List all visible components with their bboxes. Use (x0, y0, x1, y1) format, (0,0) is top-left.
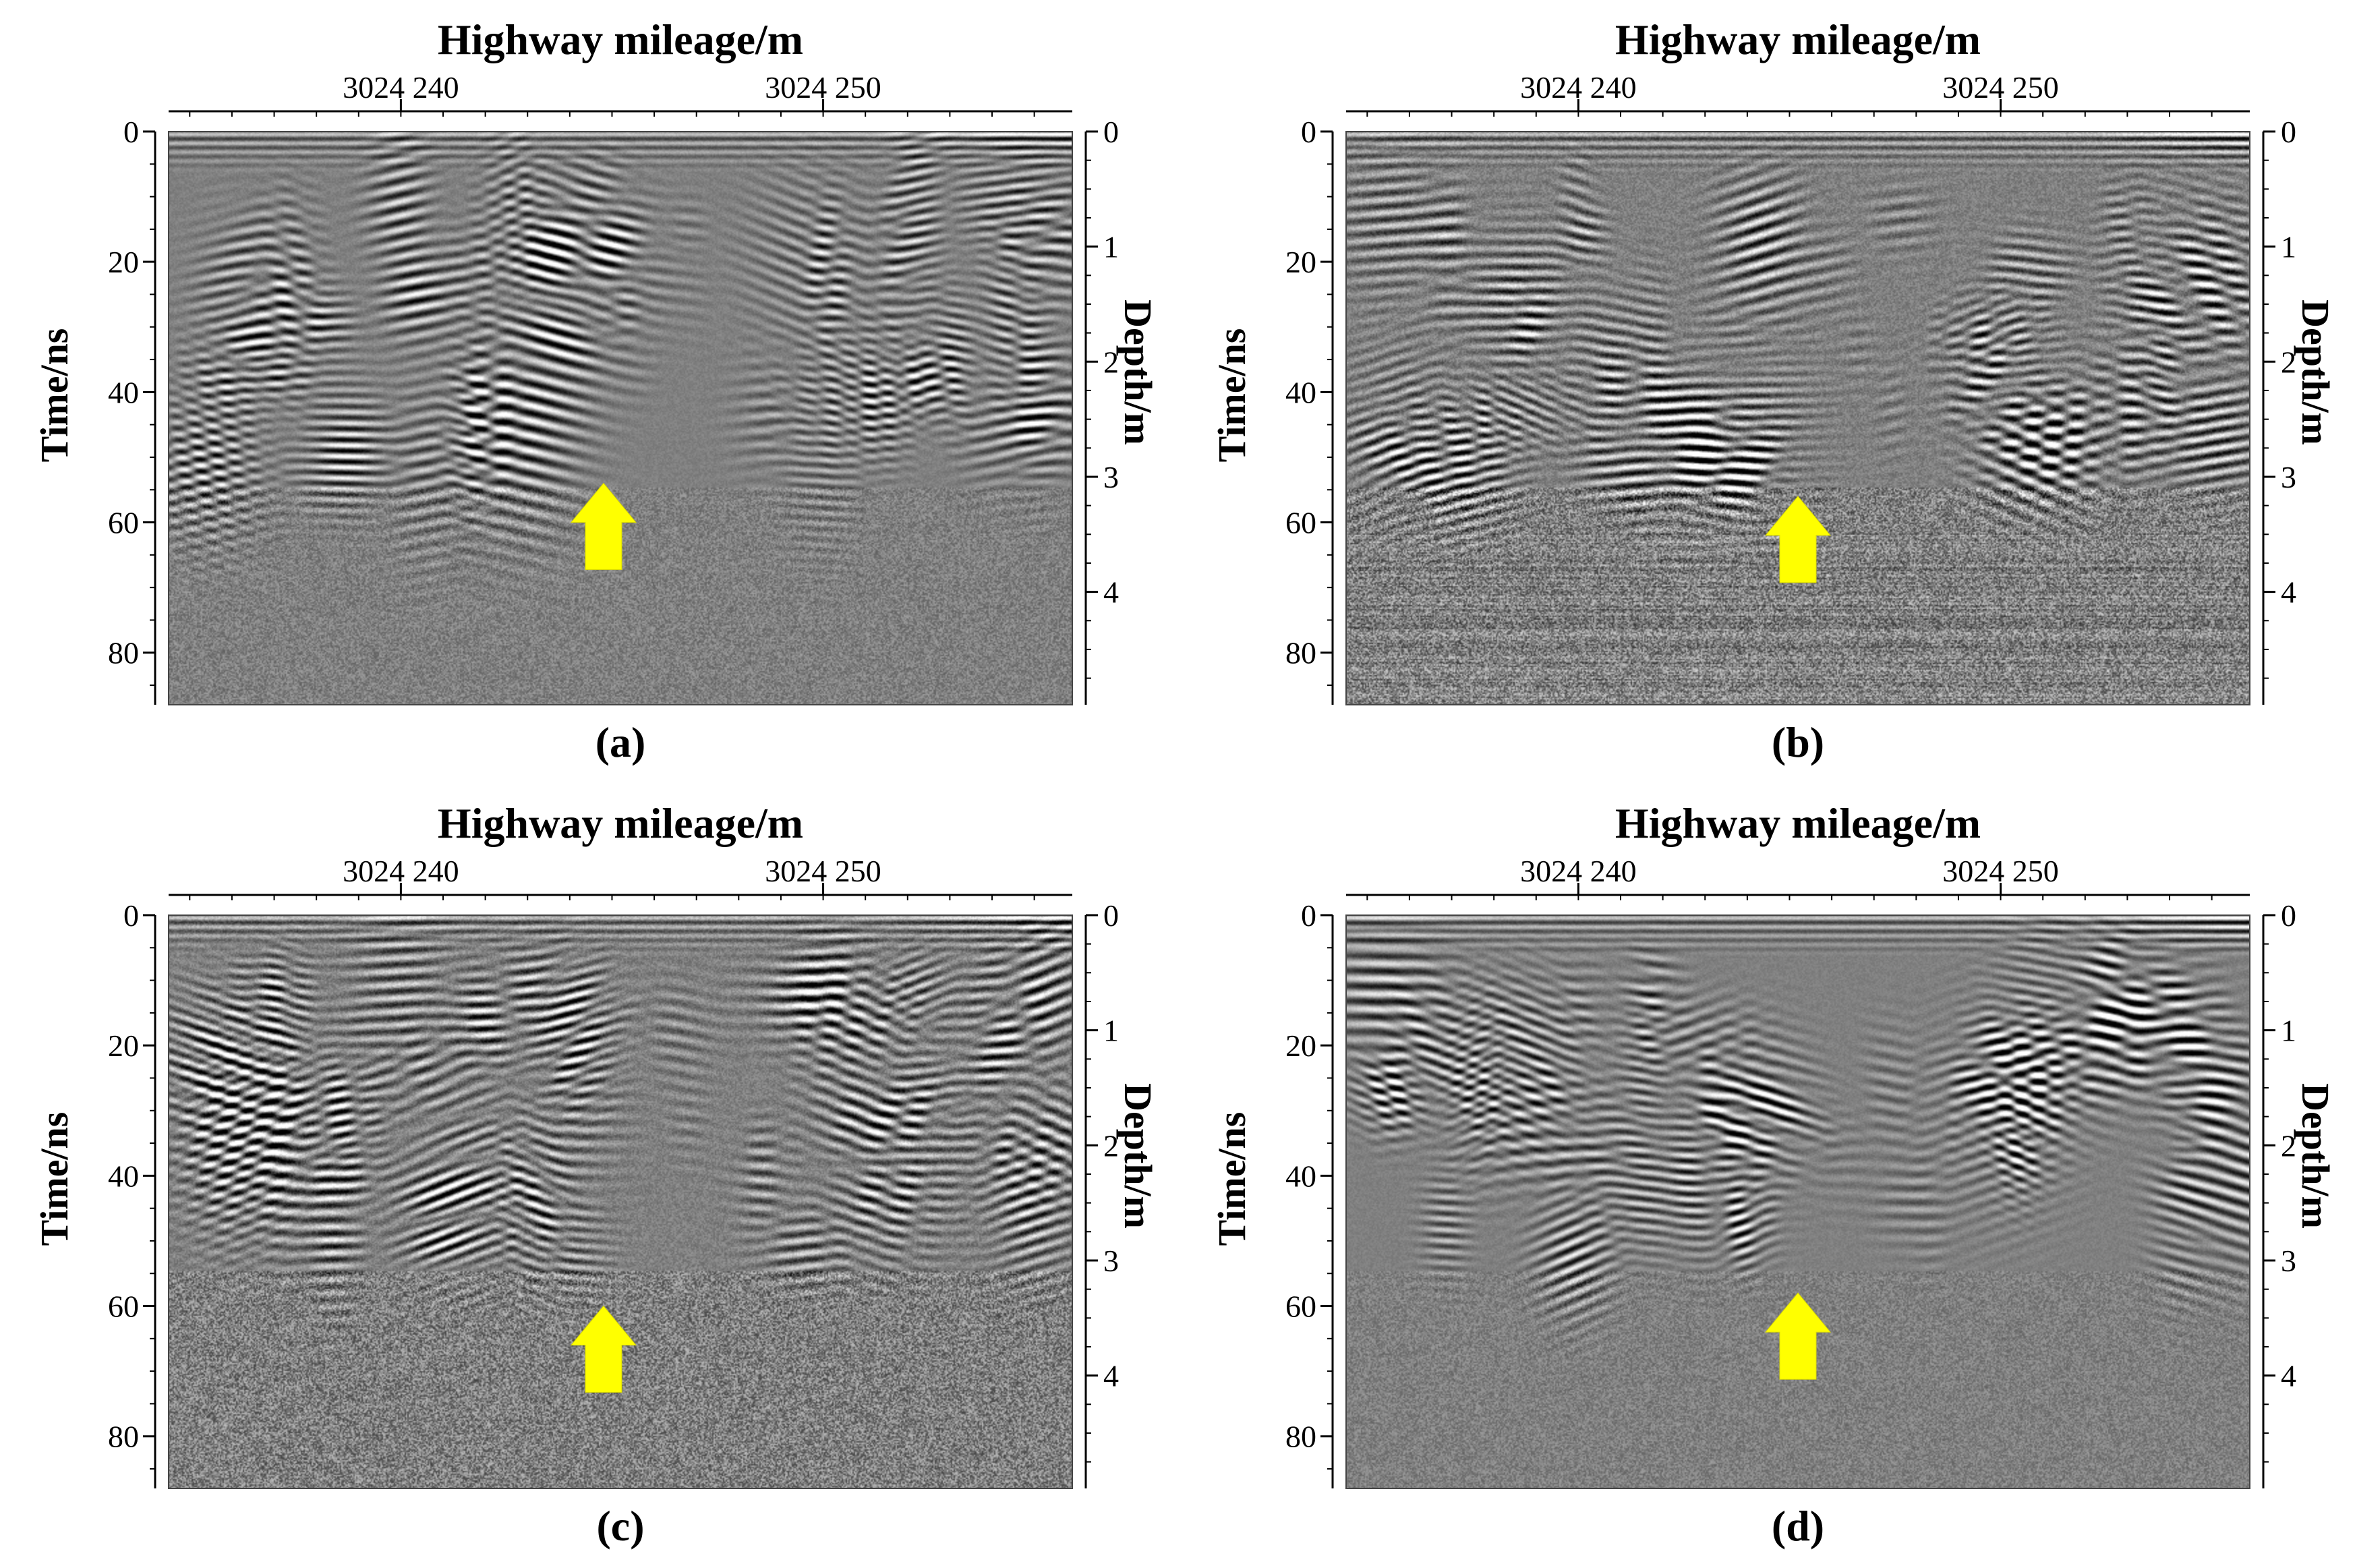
time-tick-label: 40 (1285, 1159, 1316, 1193)
top-tick-label: 3024 250 (765, 854, 881, 888)
top-axis-title: Highway mileage/m (438, 16, 803, 63)
depth-tick-label: 2 (2281, 345, 2296, 379)
radargram-panel-a: Highway mileage/m 3024 240 3024 250 0 20 40 60… (0, 0, 1178, 784)
depth-tick-label: 4 (2281, 575, 2296, 610)
depth-tick-label: 4 (1103, 1359, 1119, 1393)
top-axis-title: Highway mileage/m (1615, 799, 1981, 847)
depth-tick-label: 1 (1103, 1014, 1119, 1048)
time-tick-label: 20 (1285, 1028, 1316, 1063)
void-arrow-icon (1764, 496, 1832, 583)
depth-tick-label: 2 (1103, 345, 1119, 379)
void-arrow-icon (1764, 1292, 1832, 1380)
depth-tick-label: 1 (2281, 230, 2296, 264)
plot-frame (1345, 914, 2250, 1489)
time-tick-label: 0 (123, 115, 139, 149)
radargram-panel-b: Highway mileage/m 3024 240 3024 250 0 20 40 60… (1178, 0, 2355, 784)
time-tick-label: 80 (1285, 636, 1316, 670)
time-tick-label: 20 (108, 1028, 139, 1063)
depth-tick-label: 3 (1103, 460, 1119, 494)
depth-axis-title: Depth/m (2294, 299, 2337, 445)
depth-tick-label: 1 (2281, 1014, 2296, 1048)
depth-tick-label: 2 (2281, 1128, 2296, 1163)
depth-tick-label: 3 (2281, 460, 2296, 494)
top-tick-label: 3024 240 (343, 70, 459, 105)
time-axis-title: Time/ns (1210, 1112, 1254, 1246)
time-axis-title: Time/ns (1210, 328, 1254, 463)
time-tick-label: 0 (123, 898, 139, 933)
top-tick-label: 3024 240 (1520, 70, 1637, 105)
depth-tick-label: 2 (1103, 1128, 1119, 1163)
time-axis-title: Time/ns (32, 328, 76, 463)
panel-caption: (c) (596, 1502, 644, 1550)
plot-frame (1345, 131, 2250, 705)
time-axis-title: Time/ns (32, 1112, 76, 1246)
time-tick-label: 80 (108, 636, 139, 670)
top-tick-label: 3024 250 (1942, 854, 2059, 888)
depth-tick-label: 4 (2281, 1359, 2296, 1393)
top-axis-title: Highway mileage/m (438, 799, 803, 847)
plot-frame (168, 131, 1073, 705)
radargram-image (169, 915, 1072, 1488)
depth-axis-title: Depth/m (2294, 1083, 2337, 1229)
top-tick-label: 3024 250 (765, 70, 881, 105)
time-tick-label: 40 (108, 1159, 139, 1193)
void-arrow-icon (570, 1305, 637, 1393)
time-tick-label: 80 (108, 1420, 139, 1454)
time-tick-label: 0 (1301, 115, 1316, 149)
top-tick-label: 3024 250 (1942, 70, 2059, 105)
time-tick-label: 20 (108, 245, 139, 279)
depth-tick-label: 0 (1103, 115, 1119, 149)
panel-caption: (a) (595, 718, 646, 766)
plot-frame (168, 914, 1073, 1489)
depth-axis-title: Depth/m (1116, 299, 1160, 445)
depth-axis-title: Depth/m (1116, 1083, 1160, 1229)
depth-tick-label: 0 (1103, 898, 1119, 933)
depth-tick-label: 1 (1103, 230, 1119, 264)
depth-tick-label: 4 (1103, 575, 1119, 610)
time-tick-label: 40 (1285, 375, 1316, 409)
radargram-panel-c: Highway mileage/m 3024 240 3024 250 0 20 40 60… (0, 784, 1178, 1567)
panel-caption: (d) (1772, 1502, 1824, 1550)
radargram-panel-d: Highway mileage/m 3024 240 3024 250 0 20 40 60… (1178, 784, 2355, 1567)
top-tick-label: 3024 240 (1520, 854, 1637, 888)
depth-tick-label: 3 (1103, 1244, 1119, 1278)
radargram-image (169, 132, 1072, 705)
panel-caption: (b) (1772, 718, 1824, 766)
time-tick-label: 20 (1285, 245, 1316, 279)
void-arrow-icon (570, 482, 637, 571)
time-tick-label: 60 (108, 506, 139, 540)
time-tick-label: 60 (108, 1289, 139, 1324)
top-tick-label: 3024 240 (343, 854, 459, 888)
depth-tick-label: 0 (2281, 115, 2296, 149)
top-axis-title: Highway mileage/m (1615, 16, 1981, 63)
time-tick-label: 80 (1285, 1420, 1316, 1454)
depth-tick-label: 0 (2281, 898, 2296, 933)
time-tick-label: 60 (1285, 1289, 1316, 1324)
radargram-image (1346, 132, 2250, 705)
time-tick-label: 40 (108, 375, 139, 409)
time-tick-label: 0 (1301, 898, 1316, 933)
time-tick-label: 60 (1285, 506, 1316, 540)
radargram-image (1346, 915, 2250, 1488)
depth-tick-label: 3 (2281, 1244, 2296, 1278)
